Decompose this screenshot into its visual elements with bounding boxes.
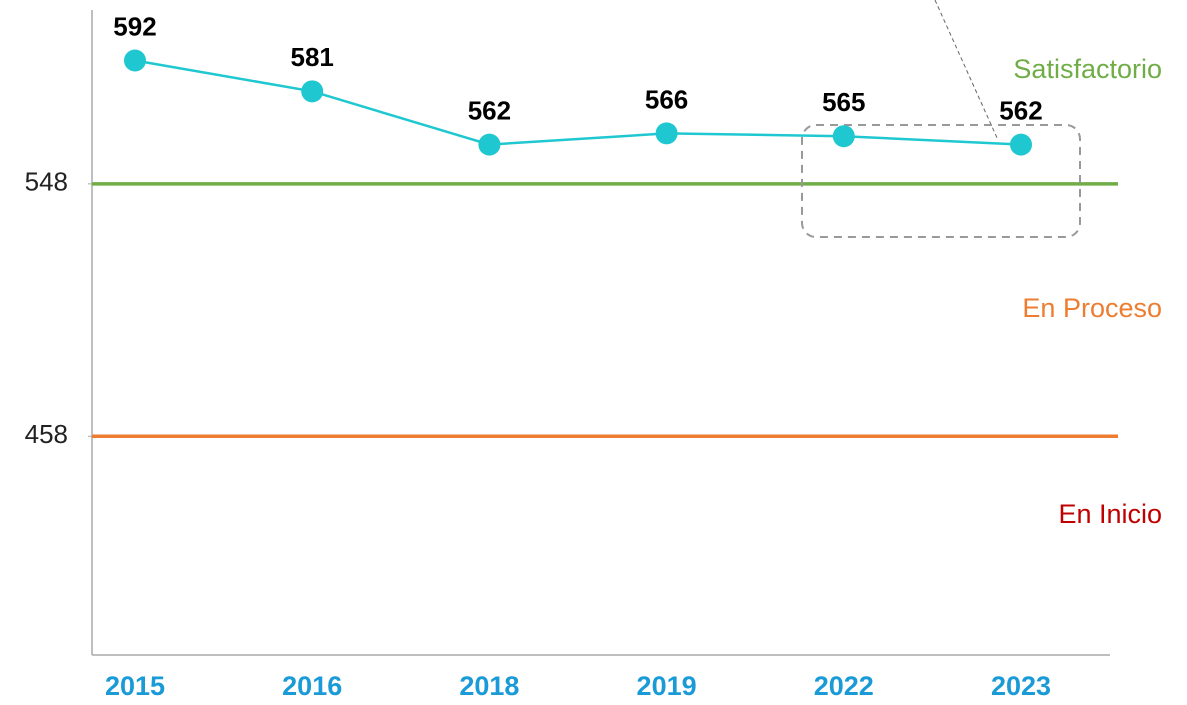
y-tick-label: 458 <box>25 419 68 449</box>
data-label: 562 <box>999 95 1042 125</box>
data-label: 581 <box>291 42 334 72</box>
data-point <box>301 80 324 103</box>
data-point <box>478 133 501 156</box>
highlight-box <box>801 124 1081 238</box>
x-tick-label: 2019 <box>637 671 697 701</box>
data-point <box>1010 133 1032 156</box>
zone-label: En Inicio <box>1058 499 1162 529</box>
zone-label: En Proceso <box>1022 293 1162 323</box>
data-label: 562 <box>468 95 511 125</box>
x-tick-label: 2015 <box>105 671 165 701</box>
data-point <box>655 122 678 145</box>
zone-label: Satisfactorio <box>1013 54 1162 84</box>
x-tick-label: 2023 <box>991 671 1051 701</box>
data-point <box>124 49 146 72</box>
x-tick-label: 2022 <box>814 671 874 701</box>
x-tick-label: 2016 <box>282 671 342 701</box>
y-tick-label: 548 <box>25 167 68 197</box>
data-label: 566 <box>645 84 688 114</box>
series-line <box>134 59 1022 146</box>
data-point <box>832 125 855 148</box>
callout-line <box>934 0 999 141</box>
data-label: 592 <box>113 11 156 41</box>
x-tick-label: 2018 <box>459 671 519 701</box>
data-label: 565 <box>822 87 865 117</box>
